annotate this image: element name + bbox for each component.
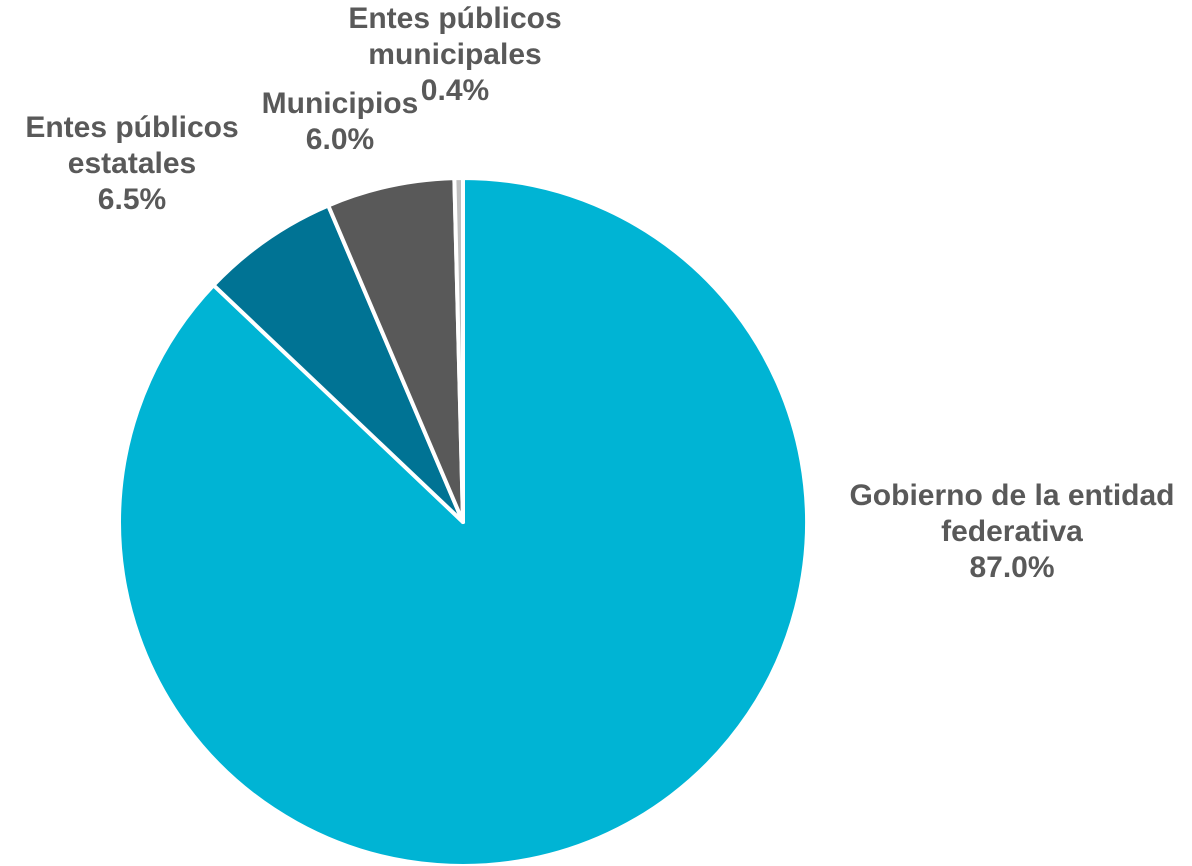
data-label-category: Municipios	[262, 87, 419, 120]
pie-slice-entes-publicos-municipales	[452, 176, 465, 524]
data-label-value: 87.0%	[969, 551, 1054, 584]
data-label-value: 6.0%	[306, 123, 374, 156]
data-label-category: estatales	[68, 147, 196, 180]
pie-slices	[117, 176, 810, 866]
data-label-category: Entes públicos	[25, 111, 238, 144]
data-label-value: 6.5%	[98, 183, 166, 216]
data-label-value: 0.4%	[421, 74, 489, 107]
data-label-gobierno-entidad-federativa: Gobierno de la entidad federativa 87.0%	[849, 479, 1174, 584]
pie-slice-entes-publicos-estatales	[211, 203, 465, 524]
data-label-municipios: Municipios 6.0%	[262, 87, 419, 156]
data-label-category: municipales	[368, 38, 541, 71]
data-label-category: Entes públicos	[348, 2, 561, 35]
pie-slice-municipios	[326, 176, 465, 524]
data-label-entes-publicos-estatales: Entes públicos estatales 6.5%	[25, 111, 238, 216]
pie-labels: Gobierno de la entidad federativa 87.0% Ent…	[25, 2, 1174, 584]
data-label-entes-publicos-municipales: Entes públicos municipales 0.4%	[348, 2, 561, 107]
data-label-category: federativa	[941, 515, 1083, 548]
data-label-category: Gobierno de la entidad	[849, 479, 1174, 512]
